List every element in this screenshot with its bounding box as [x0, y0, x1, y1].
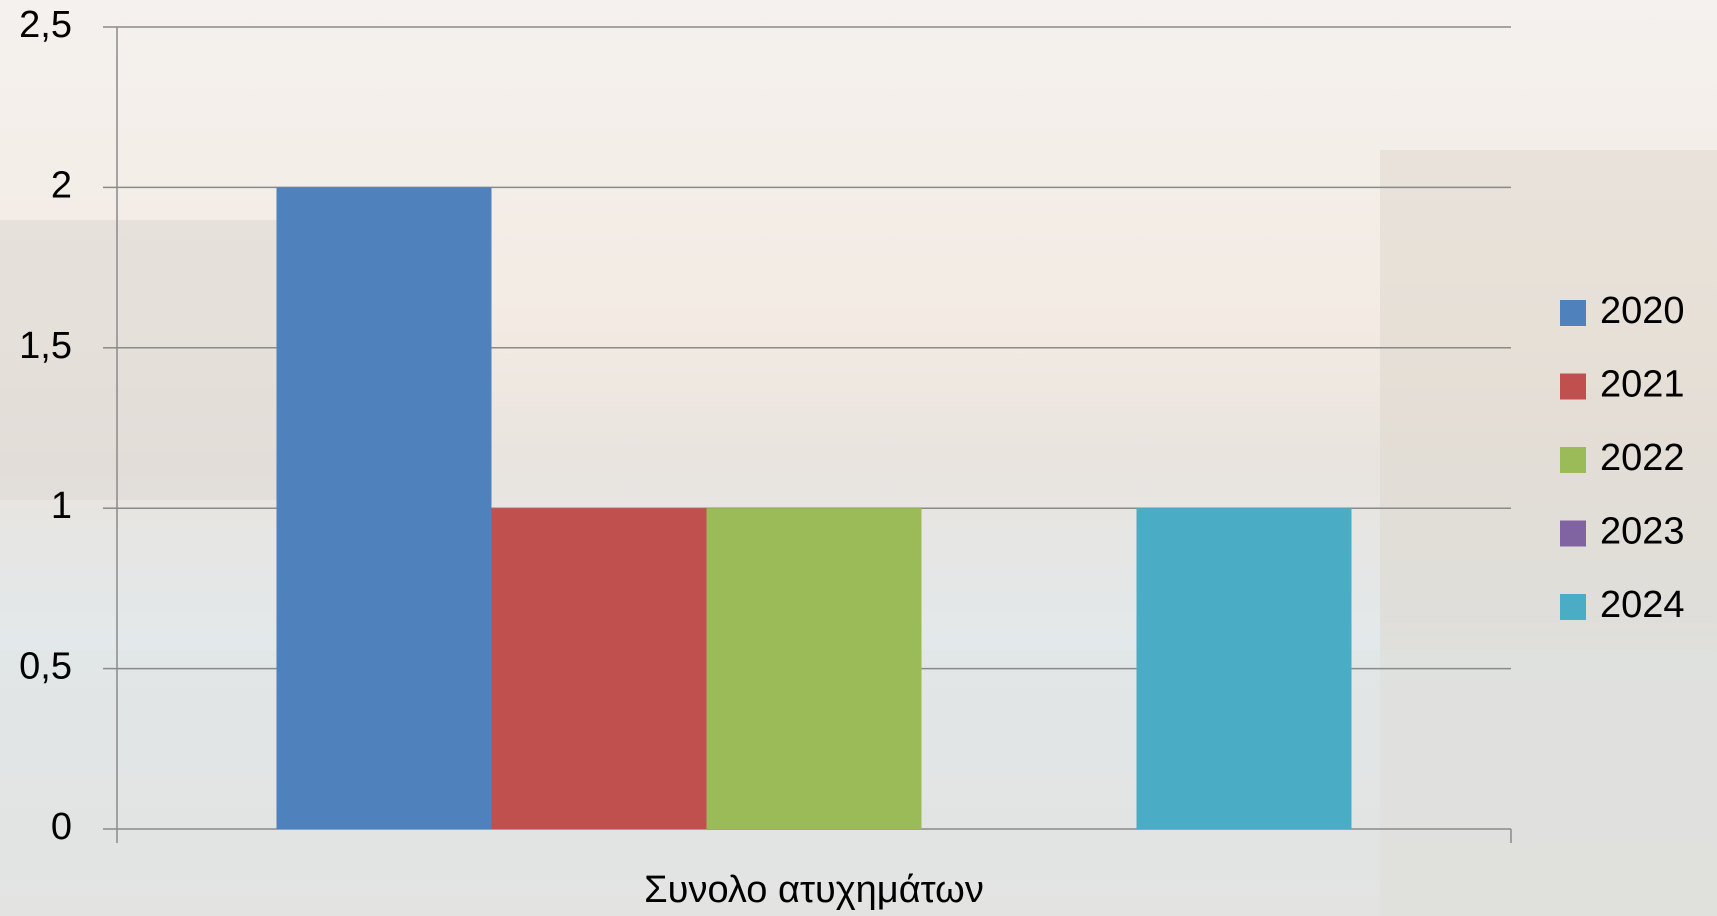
bar [492, 508, 707, 829]
legend-label: 2022 [1600, 437, 1685, 479]
y-tick-label: 2 [51, 164, 72, 206]
legend-label: 2024 [1600, 584, 1685, 626]
legend-swatch [1560, 374, 1586, 400]
legend-swatch [1560, 447, 1586, 473]
y-tick-label: 1 [51, 485, 72, 527]
legend-swatch [1560, 300, 1586, 326]
chart: 0 0,5 1 1,5 2 2,5 Συνολο ατυχημάτων 2020 2021 202… [0, 0, 1717, 916]
legend-swatch [1560, 594, 1586, 620]
bar [277, 187, 492, 829]
y-tick-label: 0,5 [19, 646, 72, 688]
x-tick-label: Συνολο ατυχημάτων [644, 869, 984, 911]
legend-label: 2020 [1600, 290, 1685, 332]
y-tick-label: 0 [51, 806, 72, 848]
page: {"chart_data": {"type": "bar", "categori… [0, 0, 1717, 916]
y-tick-label: 1,5 [19, 325, 72, 367]
y-tick-label: 2,5 [19, 4, 72, 46]
legend-label: 2023 [1600, 511, 1685, 553]
legend-swatch [1560, 521, 1586, 547]
bar [1137, 508, 1352, 829]
legend-label: 2021 [1600, 364, 1685, 406]
bar [707, 508, 922, 829]
